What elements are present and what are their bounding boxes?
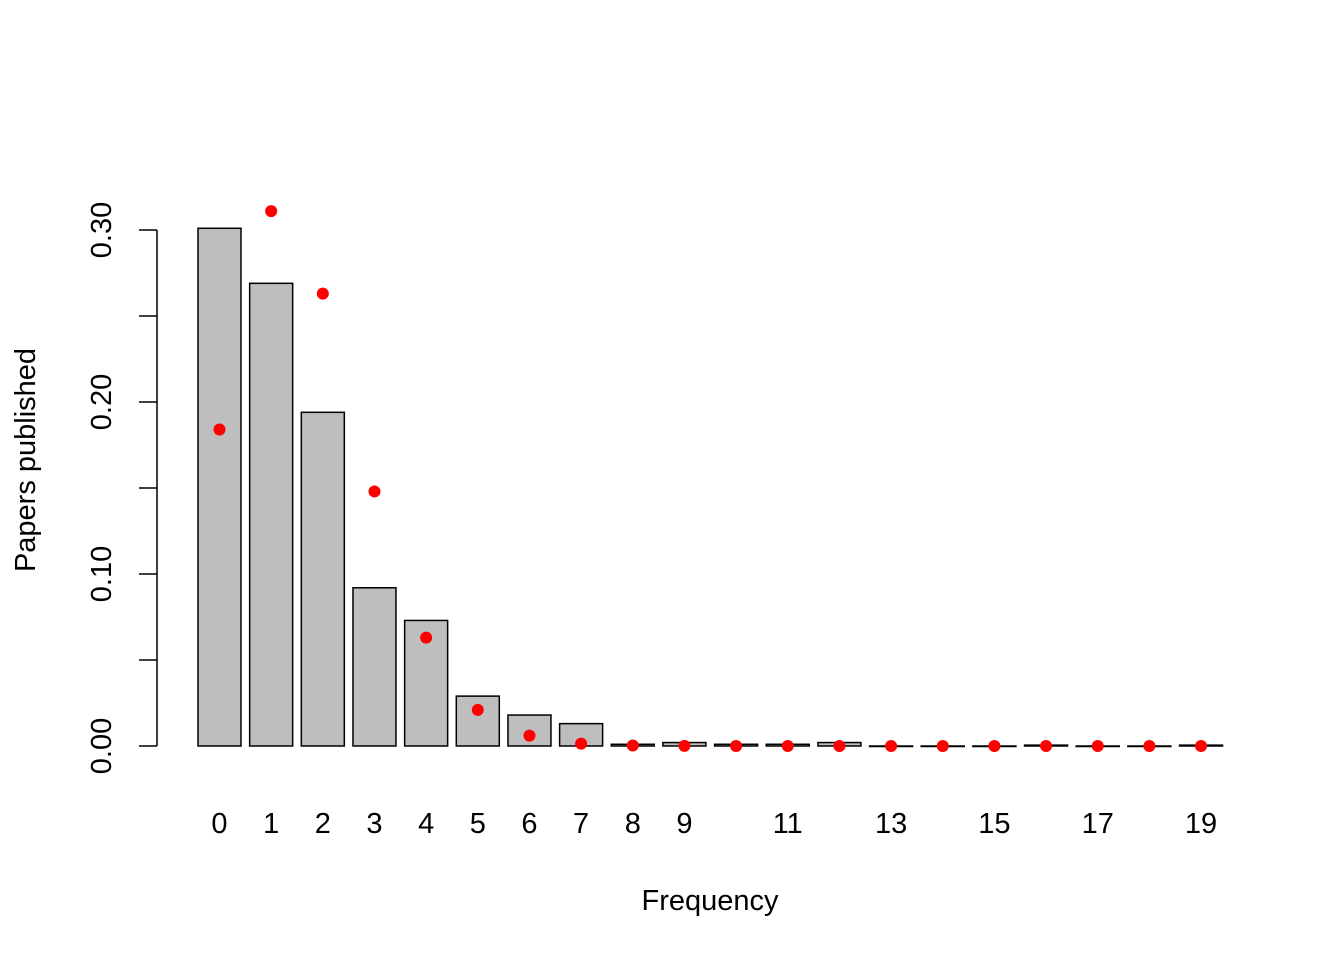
y-axis: 0.00 0.10 0.20 0.30 <box>86 202 158 774</box>
y-tick-label: 0.30 <box>86 202 118 258</box>
point-1 <box>265 205 278 218</box>
x-tick-label: 0 <box>211 808 227 840</box>
point-6 <box>523 729 536 742</box>
point-2 <box>316 287 329 300</box>
point-9 <box>678 739 691 752</box>
points <box>213 205 1208 752</box>
x-tick-label: 9 <box>676 808 692 840</box>
x-tick-label: 2 <box>315 808 331 840</box>
y-tick-label: 0.20 <box>86 374 118 430</box>
point-13 <box>885 740 898 752</box>
point-4 <box>420 631 433 644</box>
bar-1 <box>248 282 294 747</box>
x-tick-label: 8 <box>625 808 641 840</box>
point-10 <box>730 740 743 752</box>
y-tick-label: 0.10 <box>86 546 118 602</box>
x-tick-label: 6 <box>521 808 537 840</box>
y-tick-label: 0.00 <box>86 718 118 774</box>
x-tick-label: 17 <box>1082 808 1114 840</box>
point-0 <box>213 423 226 436</box>
bar-0 <box>197 227 242 747</box>
point-7 <box>575 737 588 750</box>
point-15 <box>988 740 1001 752</box>
bars <box>197 227 1224 748</box>
point-19 <box>1195 740 1208 752</box>
x-tick-label: 15 <box>978 808 1010 840</box>
point-8 <box>626 739 639 752</box>
point-16 <box>1040 740 1053 752</box>
x-tick-label: 7 <box>573 808 589 840</box>
x-tick-label: 4 <box>418 808 434 840</box>
x-tick-label: 11 <box>773 808 803 840</box>
x-tick-label: 19 <box>1185 808 1217 840</box>
bar-5 <box>455 695 501 747</box>
x-tick-label: 1 <box>263 808 279 840</box>
x-tick-labels: 0 1 2 3 4 5 6 7 8 9 11 13 15 17 19 <box>211 808 1217 840</box>
point-5 <box>471 703 484 716</box>
x-tick-label: 5 <box>470 808 486 840</box>
y-axis-label: Papers published <box>10 348 42 572</box>
x-axis-label: Frequency <box>641 885 779 917</box>
point-3 <box>368 485 381 498</box>
point-11 <box>781 740 794 752</box>
point-17 <box>1091 740 1104 752</box>
x-tick-label: 3 <box>366 808 382 840</box>
point-12 <box>833 740 846 752</box>
x-tick-label: 13 <box>875 808 907 840</box>
bar-2 <box>300 411 346 747</box>
bar-3 <box>352 587 397 747</box>
point-18 <box>1143 740 1156 752</box>
point-14 <box>936 740 949 752</box>
